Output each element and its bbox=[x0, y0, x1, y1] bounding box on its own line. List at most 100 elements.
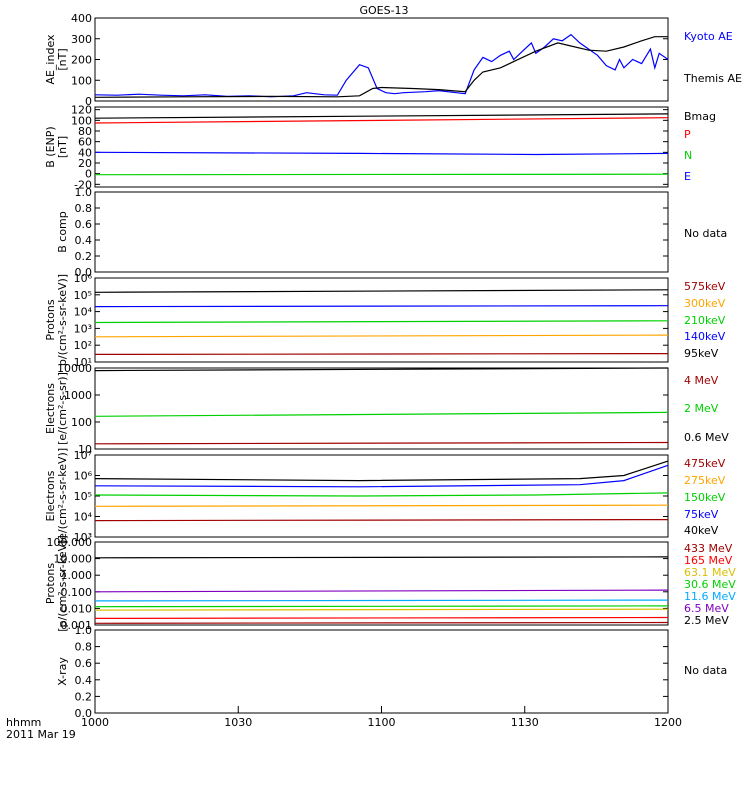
series-line-30.6-mev bbox=[94, 605, 669, 608]
no-data-label: No data bbox=[684, 664, 727, 677]
y-tick-label: 0 bbox=[85, 168, 92, 181]
x-axis: 1000 1030 1100 1130 1200 bbox=[81, 706, 682, 729]
y-tick-label: 200 bbox=[71, 54, 92, 67]
series-line-p bbox=[94, 117, 669, 124]
series-line-2.5-mev bbox=[94, 556, 669, 559]
legend-label: 150keV bbox=[684, 491, 726, 504]
y-tick-label: 100 bbox=[71, 74, 92, 87]
y-axis-label: [nT] bbox=[56, 48, 69, 70]
y-tick-label: 0.0 bbox=[75, 707, 93, 720]
series-line-e bbox=[94, 151, 669, 156]
y-tick-label: 0.6 bbox=[75, 218, 93, 231]
y-tick-label: 80 bbox=[78, 125, 92, 138]
panel-frame bbox=[94, 191, 669, 273]
series-line-475kev bbox=[94, 518, 669, 522]
y-tick-label: 0.4 bbox=[75, 234, 93, 247]
y-tick-label: 0.0 bbox=[75, 266, 93, 279]
y-tick-label: 60 bbox=[78, 136, 92, 149]
y-tick-label: 10⁶ bbox=[74, 272, 93, 285]
y-tick-label: 10² bbox=[74, 339, 92, 352]
y-axis-label: Protons bbox=[44, 563, 57, 604]
y-tick-label: 10³ bbox=[74, 322, 92, 335]
legend-label: 95keV bbox=[684, 347, 719, 360]
panel-frame bbox=[94, 629, 669, 714]
legend-label: 140keV bbox=[684, 330, 726, 343]
series-line-275kev bbox=[94, 504, 669, 507]
y-axis-label: AE_index bbox=[44, 34, 57, 85]
x-tick-label: 1130 bbox=[511, 716, 539, 729]
panel-ae: 0 100 200 300 400 AE_index [nT] Kyoto AE Themis … bbox=[44, 12, 742, 108]
y-tick-label: 10¹ bbox=[74, 356, 92, 369]
legend-label: 40keV bbox=[684, 524, 719, 537]
y-axis-label: [e/(cm²-s-sr-keV)] bbox=[56, 448, 69, 544]
y-tick-label: 10000 bbox=[57, 362, 92, 375]
series-line-6.5-mev bbox=[94, 589, 669, 593]
y-tick-label: 100 bbox=[71, 114, 92, 127]
series-line-11.6-mev bbox=[94, 599, 669, 602]
y-tick-label: 120 bbox=[71, 104, 92, 117]
legend-label: 2 MeV bbox=[684, 402, 719, 415]
legend-label: 30.6 MeV bbox=[684, 578, 736, 591]
y-tick-label: 0.010 bbox=[61, 602, 93, 615]
panel-frame bbox=[94, 277, 669, 363]
y-tick-label: 0.001 bbox=[61, 619, 93, 632]
x-tick-label: 1030 bbox=[224, 716, 252, 729]
legend-label: 475keV bbox=[684, 457, 726, 470]
no-data-label: No data bbox=[684, 227, 727, 240]
y-tick-label: 40 bbox=[78, 146, 92, 159]
series-line-433-mev bbox=[94, 621, 669, 624]
panel-xray: 0.0 0.2 0.4 0.6 0.8 1.0 X-ray No data bbox=[56, 624, 727, 720]
y-tick-label: 1.000 bbox=[61, 569, 93, 582]
y-tick-label: 20 bbox=[78, 157, 92, 170]
panel-magedelectrons: 10³ 10⁴ 10⁵ 10⁶ 10⁷ Electrons [e/(cm²-s-sr-keV… bbox=[44, 448, 726, 544]
panel-mageprotons: 10¹ 10² 10³ 10⁴ 10⁵ 10⁶ Protons p/(cm²-s-sr-keV… bbox=[44, 272, 726, 369]
legend-label: 4 MeV bbox=[684, 374, 719, 387]
legend-label: 75keV bbox=[684, 508, 719, 521]
y-tick-label: 300 bbox=[71, 33, 92, 46]
y-tick-label: 10.000 bbox=[54, 553, 93, 566]
legend-label: 210keV bbox=[684, 314, 726, 327]
legend-label: 575keV bbox=[684, 280, 726, 293]
series-line-140kev bbox=[94, 305, 669, 308]
y-tick-label: 0.2 bbox=[75, 250, 93, 263]
legend-label: 2.5 MeV bbox=[684, 614, 729, 627]
y-axis-label: X-ray bbox=[56, 657, 69, 686]
series-line-75kev bbox=[94, 464, 669, 488]
legend-label: 165 MeV bbox=[684, 554, 733, 567]
x-tick-label: 1000 bbox=[81, 716, 109, 729]
series-line-4-mev bbox=[94, 441, 669, 445]
legend-label: 63.1 MeV bbox=[684, 566, 736, 579]
series-line-300kev bbox=[94, 334, 669, 338]
y-tick-label: 1.0 bbox=[75, 186, 93, 199]
y-axis-label: [e/(cm²-s-sr)] bbox=[56, 372, 69, 445]
y-tick-label: 400 bbox=[71, 12, 92, 25]
y-axis-label: p/(cm²-s-sr-keV)] bbox=[56, 274, 69, 366]
y-axis-label: B comp bbox=[56, 211, 69, 253]
y-axis-label: Electrons bbox=[44, 383, 57, 434]
y-axis-label: [nT] bbox=[56, 136, 69, 158]
y-tick-label: 0.100 bbox=[61, 586, 93, 599]
legend-label: 433 MeV bbox=[684, 542, 733, 555]
time-label: hhmm bbox=[6, 716, 41, 729]
y-tick-label: 1.0 bbox=[75, 624, 93, 637]
y-tick-label: 100.000 bbox=[47, 536, 93, 549]
series-line-themis-ae bbox=[94, 36, 668, 98]
y-tick-label: 10⁷ bbox=[74, 449, 92, 462]
legend-label: Themis AE bbox=[683, 72, 742, 85]
legend-label: 6.5 MeV bbox=[684, 602, 729, 615]
panel-frame bbox=[94, 367, 669, 450]
series-line-165-mev bbox=[94, 616, 669, 620]
legend-label: 275keV bbox=[684, 474, 726, 487]
y-tick-label: 10 bbox=[78, 443, 92, 456]
legend-label: E bbox=[684, 170, 691, 183]
y-tick-label: 0.8 bbox=[75, 202, 93, 215]
panel-frame bbox=[94, 106, 669, 188]
panel-bcomp: 0.0 0.2 0.4 0.6 0.8 1.0 B comp No data bbox=[56, 186, 727, 279]
legend-label: P bbox=[684, 128, 691, 141]
x-tick-label: 1200 bbox=[654, 716, 682, 729]
y-tick-label: 1000 bbox=[64, 389, 92, 402]
